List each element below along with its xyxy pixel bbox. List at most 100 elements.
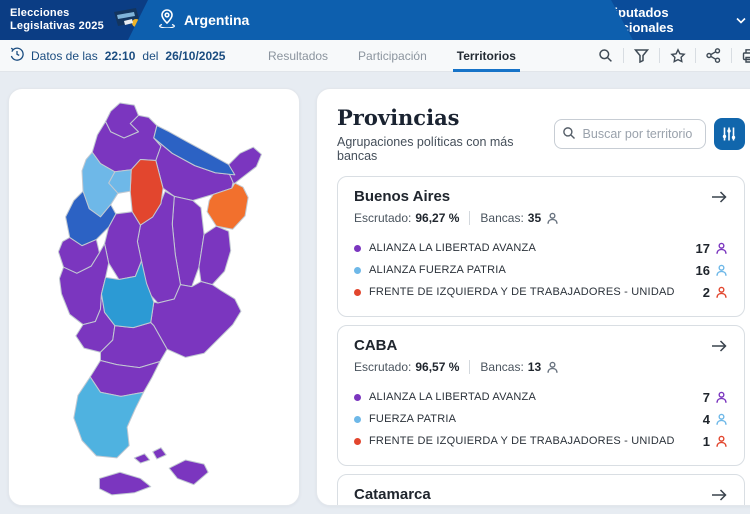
bancas-value: 13 xyxy=(527,360,542,374)
province-entre-rios[interactable] xyxy=(198,225,232,286)
provinces-panel: Provincias Agrupaciones políticas con má… xyxy=(316,88,750,506)
brand-title: Elecciones Legislativas 2025 xyxy=(10,7,104,32)
arrow-right-icon[interactable] xyxy=(710,339,728,353)
party-name: FRENTE DE IZQUIERDA Y DE TRABAJADORES - … xyxy=(369,435,675,447)
divider xyxy=(695,48,696,63)
person-icon xyxy=(715,286,728,299)
province-card-header: Catamarca xyxy=(354,486,728,503)
favorite-star-icon[interactable] xyxy=(669,47,686,64)
province-islas-3[interactable] xyxy=(168,459,209,486)
province-name: Catamarca xyxy=(354,486,431,503)
chevron-down-icon xyxy=(736,11,746,29)
brand-block[interactable]: Elecciones Legislativas 2025 xyxy=(0,0,148,40)
province-card: CABA Escrutado: 96,57 % Bancas: 13 ALIANZA… xyxy=(337,325,745,466)
person-icon xyxy=(715,435,728,448)
tab-participacion[interactable]: Participación xyxy=(358,49,427,63)
arrow-right-icon[interactable] xyxy=(710,488,728,502)
party-seats: 4 xyxy=(702,411,710,427)
party-list: ALIANZA LA LIBERTAD AVANZA 7 FUERZA PATRIA… xyxy=(354,386,728,452)
divider xyxy=(623,48,624,63)
escrutado-value: 96,57 % xyxy=(415,360,460,374)
province-name: CABA xyxy=(354,337,398,354)
map-card xyxy=(8,88,300,506)
province-card-meta: Escrutado: 96,27 % Bancas: 35 xyxy=(354,211,728,225)
tab-resultados[interactable]: Resultados xyxy=(268,49,329,63)
territory-label: Argentina xyxy=(184,12,250,28)
tab-bar: Resultados Participación Territorios xyxy=(268,40,521,72)
province-la-pampa[interactable] xyxy=(100,260,155,329)
party-color-dot xyxy=(354,393,361,401)
party-name: FRENTE DE IZQUIERDA Y DE TRABAJADORES - … xyxy=(369,286,675,298)
party-color-dot xyxy=(354,288,361,296)
province-formosa[interactable] xyxy=(153,125,236,176)
party-list: ALIANZA LA LIBERTAD AVANZA 17 ALIANZA FUER… xyxy=(354,237,728,303)
person-icon xyxy=(715,264,728,277)
category-selector[interactable]: Diputados Nacionales xyxy=(605,0,750,40)
province-card-list: Buenos Aires Escrutado: 96,27 % Bancas: 35… xyxy=(337,176,745,505)
person-icon xyxy=(715,413,728,426)
category-label: Diputados Nacionales xyxy=(605,5,674,35)
divider xyxy=(469,360,471,374)
main-content: Provincias Agrupaciones políticas con má… xyxy=(0,72,750,514)
party-seats: 17 xyxy=(695,240,710,256)
province-card-meta: Escrutado: 96,57 % Bancas: 13 xyxy=(354,360,728,374)
search-input[interactable] xyxy=(553,119,706,149)
province-name: Buenos Aires xyxy=(354,188,451,205)
search-icon[interactable] xyxy=(597,47,614,64)
search-icon xyxy=(562,126,576,145)
argentina-map xyxy=(57,102,262,496)
province-card: Catamarca Escrutado:77,63 % Bancas:3 xyxy=(337,474,745,505)
share-icon[interactable] xyxy=(705,47,722,64)
party-row: ALIANZA LA LIBERTAD AVANZA 17 xyxy=(354,237,728,259)
filter-settings-button[interactable] xyxy=(713,118,745,150)
province-jujuy[interactable] xyxy=(105,102,139,139)
province-chubut[interactable] xyxy=(89,359,161,397)
sub-toolbar: Datos de las 22:10 del 26/10/2025 Resultad… xyxy=(0,40,750,72)
party-color-dot xyxy=(354,266,361,274)
panel-header: Provincias Agrupaciones políticas con má… xyxy=(337,105,745,163)
divider xyxy=(469,211,471,225)
escrutado-value: 96,27 % xyxy=(415,211,460,225)
territory-search xyxy=(553,119,706,149)
province-misiones[interactable] xyxy=(228,146,262,185)
party-row: FUERZA PATRIA 4 xyxy=(354,408,728,430)
party-row: FRENTE DE IZQUIERDA Y DE TRABAJADORES - … xyxy=(354,281,728,303)
party-seats: 7 xyxy=(702,389,710,405)
person-icon xyxy=(546,361,559,374)
party-name: ALIANZA FUERZA PATRIA xyxy=(369,264,507,276)
territory-selector[interactable]: Argentina xyxy=(140,0,249,40)
filter-funnel-icon[interactable] xyxy=(633,47,650,64)
update-clock-icon xyxy=(10,47,24,64)
party-name: ALIANZA LA LIBERTAD AVANZA xyxy=(369,242,537,254)
province-corrientes[interactable] xyxy=(206,182,249,230)
tab-territorios[interactable]: Territorios xyxy=(452,40,521,72)
app-header: Elecciones Legislativas 2025 Argentina Di… xyxy=(0,0,750,40)
party-row: ALIANZA FUERZA PATRIA 16 xyxy=(354,259,728,281)
toolbar-actions xyxy=(597,47,750,64)
province-santa-cruz[interactable] xyxy=(73,376,145,459)
province-islas-2[interactable] xyxy=(152,447,167,460)
party-seats: 16 xyxy=(695,262,710,278)
arrow-right-icon[interactable] xyxy=(710,190,728,204)
party-seats: 1 xyxy=(702,433,710,449)
person-icon xyxy=(715,242,728,255)
province-islas-1[interactable] xyxy=(133,453,151,464)
party-color-dot xyxy=(354,244,361,252)
province-la-rioja[interactable] xyxy=(65,190,117,247)
province-tierra-del-fuego[interactable] xyxy=(98,471,152,496)
print-icon[interactable] xyxy=(741,47,750,64)
person-icon xyxy=(715,391,728,404)
panel-title-block: Provincias Agrupaciones políticas con má… xyxy=(337,105,554,163)
page-title: Provincias xyxy=(337,105,460,130)
party-name: ALIANZA LA LIBERTAD AVANZA xyxy=(369,391,537,403)
panel-subtitle: Agrupaciones políticas con más bancas xyxy=(337,135,514,163)
province-card: Buenos Aires Escrutado: 96,27 % Bancas: 35… xyxy=(337,176,745,317)
divider xyxy=(731,48,732,63)
data-updated: Datos de las 22:10 del 26/10/2025 xyxy=(0,47,225,64)
party-name: FUERZA PATRIA xyxy=(369,413,457,425)
escrutado-label: Escrutado: xyxy=(354,360,412,374)
divider xyxy=(659,48,660,63)
bancas-label: Bancas: xyxy=(480,211,524,225)
person-icon xyxy=(546,212,559,225)
bancas-label: Bancas: xyxy=(480,360,524,374)
